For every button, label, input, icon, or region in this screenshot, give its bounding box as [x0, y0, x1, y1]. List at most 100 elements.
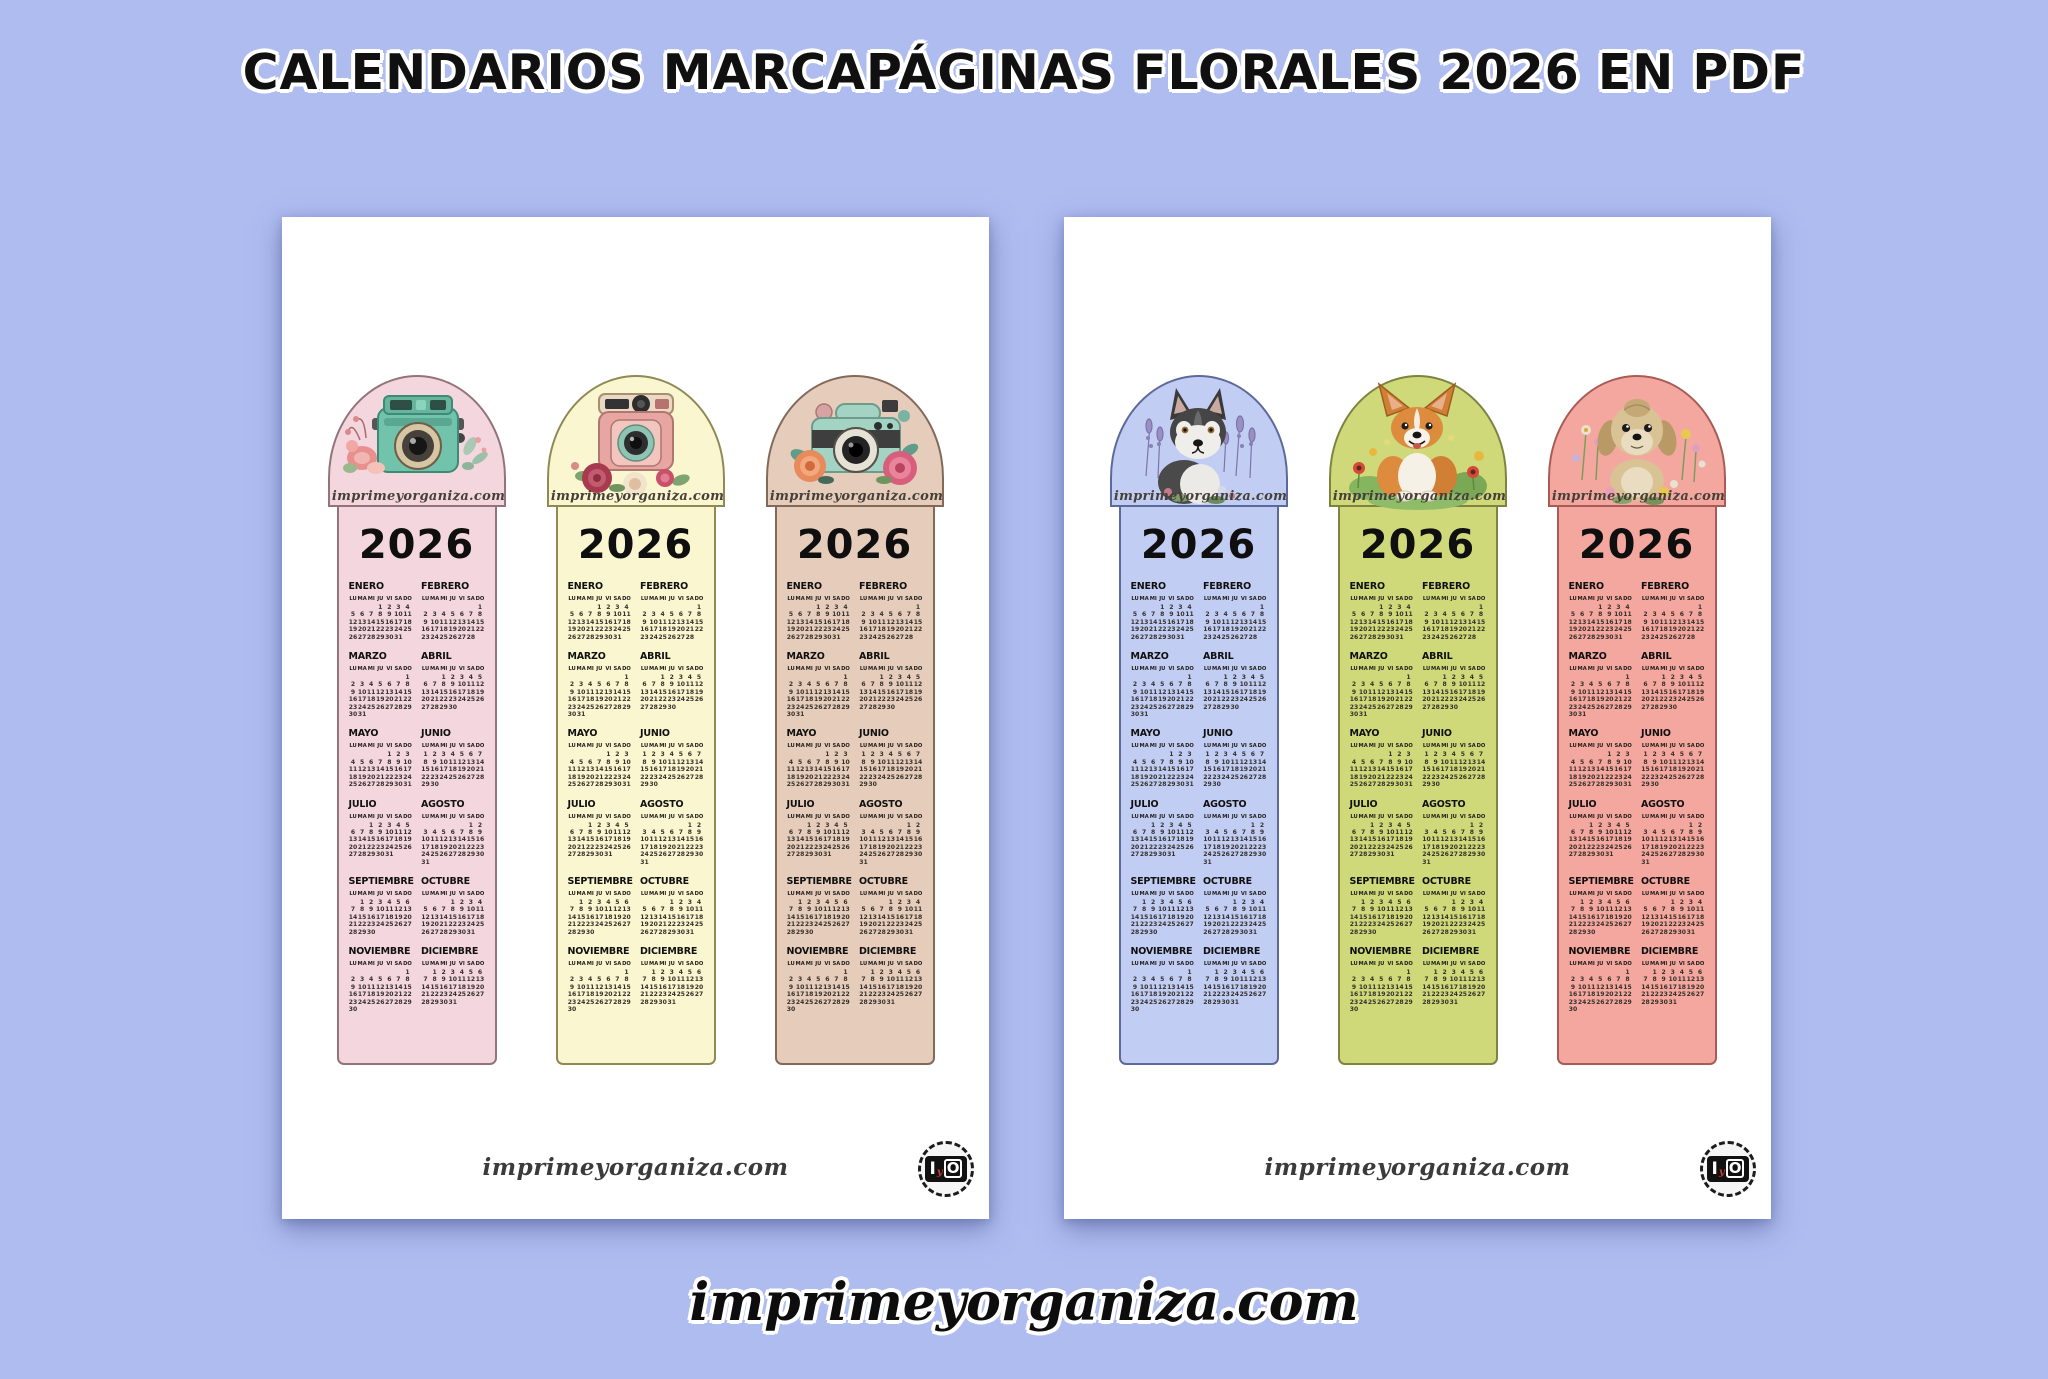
day-cell: 19 — [613, 913, 622, 921]
day-cell: 25 — [1367, 703, 1377, 711]
month-name: NOVIEMBRE — [1568, 945, 1631, 957]
day-cell: 26 — [913, 696, 923, 704]
day-cell: 11 — [786, 766, 796, 774]
day-cell: 11 — [1148, 983, 1158, 991]
day-cell: 25 — [1176, 843, 1185, 851]
day-cell: 18 — [658, 626, 667, 634]
day-cell: 28 — [475, 773, 485, 781]
day-cell: 23 — [1130, 703, 1140, 711]
day-cell: 1 — [387, 751, 392, 759]
day-cell: 2 — [477, 821, 483, 829]
weekday-header: LU MA MI JU VI SA DO — [787, 742, 851, 750]
day-cell: 18 — [1367, 696, 1377, 704]
day-cell: 10 — [466, 906, 476, 914]
day-cell: 8 — [843, 681, 848, 689]
weekday-label: MA — [1139, 666, 1149, 673]
weekday-label: LU — [1131, 596, 1139, 602]
day-cell: 17 — [385, 836, 394, 844]
day-cell: 15 — [1449, 913, 1458, 921]
weekday-label: DO — [694, 813, 704, 820]
day-cell — [904, 859, 913, 866]
day-cell — [1386, 674, 1395, 681]
day-cell — [1695, 999, 1704, 1006]
day-cell — [586, 674, 595, 681]
day-cell: 6 — [1697, 968, 1703, 976]
day-cell: 8 — [432, 976, 437, 984]
weekday-label: LU — [640, 890, 649, 897]
day-cell: 19 — [475, 688, 485, 696]
weekday-label: MA — [1358, 743, 1368, 750]
day-cell: 18 — [366, 991, 376, 999]
day-cell — [1641, 674, 1650, 681]
day-cell: 24 — [814, 921, 823, 929]
day-cell: 30 — [567, 1006, 577, 1013]
month-days: 1 2 3 4 5 6 7 8 9 10 11 12 13 14 15 16 17 18 19 20 21 22 23 24 2… — [1569, 822, 1633, 859]
day-cell: 20 — [1212, 921, 1221, 929]
day-cell: 14 — [913, 758, 923, 766]
day-cell: 25 — [466, 696, 476, 704]
day-cell: 11 — [658, 618, 667, 626]
weekday-label: SA — [1176, 960, 1185, 967]
weekday-label: LU — [1569, 960, 1577, 967]
weekday-label: DO — [841, 890, 850, 897]
day-cell: 12 — [1377, 983, 1386, 991]
month-name: SEPTIEMBRE — [348, 875, 415, 887]
day-cell — [787, 751, 796, 758]
day-cell: 23 — [1158, 843, 1167, 851]
day-cell: 12 — [814, 688, 823, 696]
day-cell — [1587, 751, 1596, 758]
day-cell: 18 — [585, 991, 595, 999]
day-cell — [439, 604, 448, 611]
day-cell: 10 — [430, 618, 439, 626]
weekday-label: LU — [640, 743, 649, 750]
bookmark-calendar-body: 2026 ENERO LU MA MI JU VI SA DO 1 2 3 4 5 6 7 8 9 10 11 1… — [336, 505, 497, 1065]
weekday-label: JU — [887, 813, 894, 820]
day-cell: 26 — [448, 633, 457, 641]
day-cell — [622, 1006, 631, 1013]
day-cell: 14 — [1641, 983, 1650, 991]
day-cell: 28 — [1239, 851, 1249, 859]
day-cell: 22 — [1577, 921, 1587, 929]
day-cell — [1587, 604, 1596, 611]
day-cell: 28 — [1358, 851, 1368, 859]
day-cell: 3 — [816, 898, 821, 906]
weekday-label: MI — [1222, 743, 1230, 750]
day-cell: 15 — [1586, 836, 1596, 844]
day-cell: 16 — [1568, 696, 1578, 704]
month-days: 1 2 3 4 5 6 7 8 9 10 11 12 13 14 15 16 17 18 19 20 21 22 23 24 2… — [640, 969, 704, 1006]
day-cell: 15 — [622, 983, 631, 991]
day-cell: 1 — [450, 898, 455, 906]
month-calendar: JULIO LU MA MI JU VI SA DO 1 2 3 4 5 6 7 8 9 10 11 12 13 14… — [787, 799, 851, 866]
day-cell: 10 — [613, 611, 622, 619]
weekday-header: LU MA MI JU VI SA DO — [1641, 665, 1705, 673]
day-cell: 28 — [1659, 928, 1668, 936]
day-cell: 4 — [606, 898, 611, 906]
day-cell: 2 — [1205, 611, 1210, 619]
day-cell — [1176, 929, 1185, 936]
day-cell: 23 — [1386, 626, 1395, 634]
day-cell: 23 — [1568, 998, 1578, 1006]
day-cell: 4 — [807, 681, 812, 689]
day-cell: 19 — [832, 913, 841, 921]
day-cell: 17 — [886, 983, 895, 991]
day-cell: 9 — [350, 983, 356, 991]
day-cell: 13 — [421, 688, 430, 696]
day-cell: 20 — [676, 626, 686, 634]
weekday-label: SA — [832, 890, 841, 897]
day-cell: 27 — [475, 991, 485, 999]
day-cell: 11 — [1650, 836, 1659, 844]
weekday-label: MI — [1368, 960, 1376, 967]
weekday-label: MA — [868, 960, 878, 967]
weekday-label: DO — [913, 743, 923, 750]
weekday-label: MI — [805, 960, 813, 967]
day-cell: 20 — [1686, 766, 1696, 774]
weekday-label: DO — [1476, 596, 1486, 602]
day-cell: 28 — [1586, 633, 1596, 641]
day-cell — [913, 929, 922, 936]
day-cell — [1257, 781, 1266, 788]
weekday-label: MI — [1587, 813, 1595, 820]
day-cell — [841, 1006, 850, 1013]
weekday-label: DO — [1404, 890, 1413, 897]
day-cell: 17 — [1167, 836, 1176, 844]
weekday-label: JU — [887, 890, 894, 897]
